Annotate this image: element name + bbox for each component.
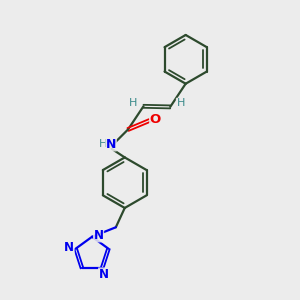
Text: N: N: [94, 229, 103, 242]
Text: N: N: [64, 241, 74, 254]
Text: H: H: [176, 98, 185, 108]
Text: N: N: [99, 268, 109, 281]
Text: N: N: [106, 138, 116, 151]
Text: O: O: [150, 112, 161, 126]
Text: H: H: [129, 98, 137, 108]
Text: H: H: [99, 140, 107, 149]
